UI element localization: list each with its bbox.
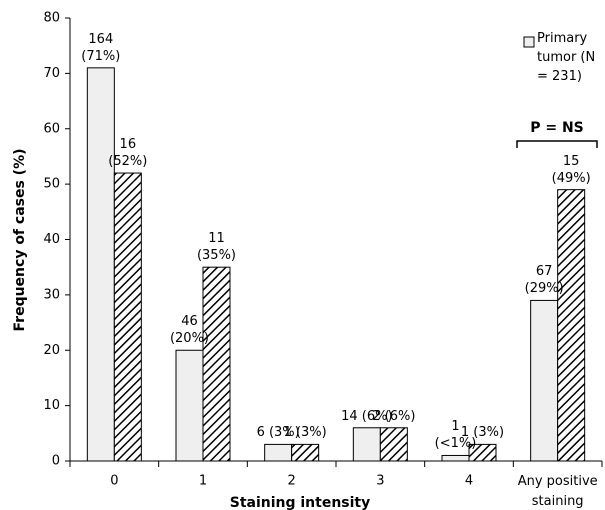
y-tick-label: 40 [43, 232, 60, 247]
x-tick-label: 2 [288, 474, 296, 489]
bar [441, 454, 470, 462]
x-tick-label: 4 [465, 474, 473, 489]
data-label: 164 (71%) [81, 31, 121, 64]
y-tick-label: 70 [43, 66, 60, 81]
legend-label: Primary tumor (N = 231) [537, 31, 596, 84]
x-tick-label: 1 [199, 474, 207, 489]
bar [291, 443, 320, 462]
bar [557, 189, 586, 462]
bar [175, 349, 204, 462]
y-tick-label: 80 [43, 11, 60, 26]
bar [468, 443, 497, 462]
bar [113, 172, 142, 462]
data-label: 1 (<1%) [434, 419, 477, 452]
x-tick-label: Any positive staining [518, 474, 598, 509]
data-label: 15 (49%) [551, 153, 591, 186]
data-label: 11 (35%) [196, 231, 237, 264]
data-label: 16 (52%) [108, 137, 148, 170]
x-tick-label: 3 [376, 474, 384, 489]
data-label: 1 (3%) [283, 425, 327, 441]
bar [86, 67, 115, 462]
bracket [516, 140, 598, 148]
bar [379, 427, 408, 462]
y-tick-label: 50 [43, 177, 60, 192]
y-tick-label: 10 [43, 398, 60, 413]
bar [264, 443, 293, 462]
y-axis-title: Frequency of cases (%) [12, 148, 28, 331]
annotation: P = NS [530, 120, 584, 136]
data-label: 2 (6%) [372, 408, 416, 424]
y-tick-label: 20 [43, 343, 60, 358]
bar [352, 427, 381, 462]
y-tick-label: 0 [52, 454, 60, 469]
data-label: 6 (3%) [256, 425, 300, 441]
x-axis-title: Staining intensity [230, 495, 371, 510]
data-label: 67 (29%) [524, 264, 564, 297]
data-label: 1 (3%) [460, 425, 505, 441]
data-label: 14 (6%) [341, 408, 393, 424]
y-tick-label: 30 [43, 287, 60, 302]
bar [530, 299, 559, 462]
y-tick-label: 60 [43, 121, 60, 136]
data-label: 46 (20%) [169, 314, 210, 347]
x-tick-label: 0 [110, 474, 118, 489]
bar [202, 266, 231, 462]
legend-swatch [523, 36, 535, 48]
